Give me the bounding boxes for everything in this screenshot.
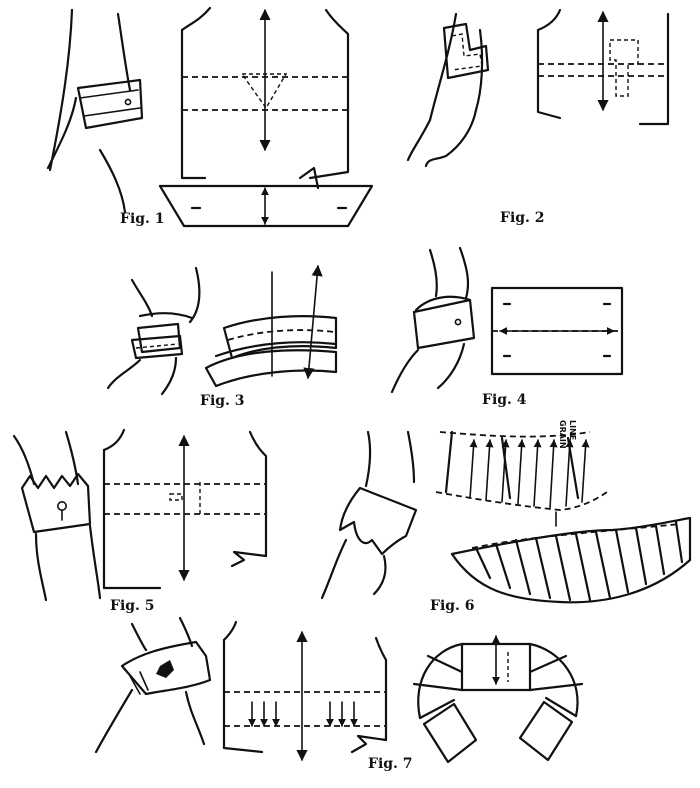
- figure-4: Fig. 4: [390, 246, 624, 408]
- figure-6: GRAIN LINE Fig. 6: [320, 420, 692, 614]
- fig5-arm-illustration: [12, 430, 102, 602]
- figure-3: Fig. 3: [106, 264, 338, 409]
- fig4-arm-illustration: [390, 246, 476, 394]
- fig6-arm-illustration: [320, 430, 418, 600]
- fig6-slash-spread-top: [435, 430, 611, 527]
- grain-label-line2: LINE: [568, 420, 577, 440]
- fig3-caption: Fig. 3: [200, 393, 245, 409]
- fig3-cuff-curve-pattern: [204, 264, 338, 388]
- fig1-cuff-pattern: [158, 184, 374, 228]
- figure-5: Fig. 5: [12, 428, 268, 614]
- fig6-caption: Fig. 6: [430, 598, 475, 614]
- fig5-caption: Fig. 5: [110, 598, 155, 614]
- fig4-cuff-button-icon: [454, 318, 462, 326]
- fig3-arm-illustration: [106, 266, 201, 396]
- fig7-caption: Fig. 7: [368, 756, 413, 772]
- fig2-caption: Fig. 2: [500, 210, 545, 226]
- fig2-arm-illustration: [406, 12, 490, 168]
- fig6-flared-ruffle-pattern: [450, 516, 692, 604]
- figure-1: Fig. 1: [46, 6, 374, 228]
- fig7-horseshoe-collar-pattern: [412, 635, 584, 764]
- fig1-sleeve-pattern: [180, 6, 350, 190]
- fig7-arm-illustration: [94, 616, 212, 754]
- fig2-sleeve-pattern: [536, 8, 670, 126]
- fig1-caption: Fig. 1: [120, 211, 165, 227]
- fig7-sleeve-pattern: [222, 620, 388, 762]
- fig4-caption: Fig. 4: [482, 392, 527, 408]
- fig1-cuff-button-icon: [124, 98, 132, 106]
- fig7-bow-ornament-icon: [156, 660, 174, 678]
- fig5-button-icon: [56, 500, 67, 511]
- fig5-sleeve-pattern: [102, 428, 268, 590]
- grain-label-line1: GRAIN: [558, 420, 567, 449]
- figure-7: Fig. 7: [94, 616, 584, 772]
- fig1-arm-illustration: [46, 8, 144, 214]
- fig4-rectangle-cuff-pattern: [490, 286, 624, 376]
- figure-2: Fig. 2: [406, 8, 670, 226]
